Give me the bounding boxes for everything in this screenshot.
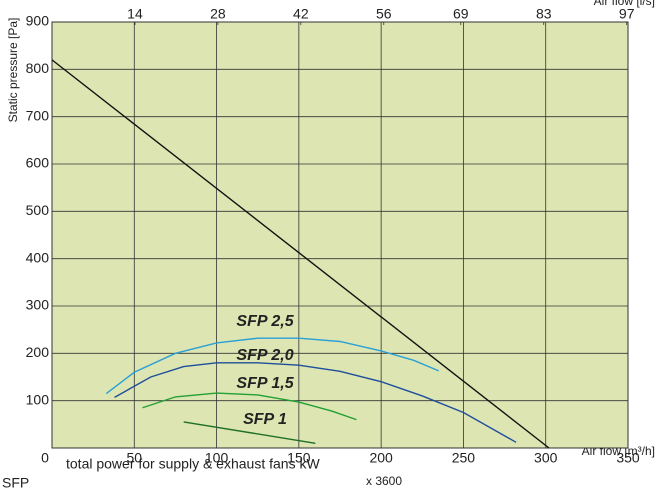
x-tick-label: 0 xyxy=(41,450,49,466)
formula-lhs: SFP xyxy=(2,475,29,488)
x2-tick-label: 83 xyxy=(536,6,552,22)
x-tick-label: 350 xyxy=(616,450,640,466)
x2-tick-label: 56 xyxy=(376,6,392,22)
series-label: SFP 2,5 xyxy=(236,313,294,330)
x-tick-label: 200 xyxy=(369,450,393,466)
line-series xyxy=(105,337,440,395)
x-tick-label: 100 xyxy=(205,450,229,466)
y-tick-label: 100 xyxy=(26,391,50,407)
x2-tick-label: 42 xyxy=(293,6,309,22)
y-tick-label: 400 xyxy=(26,249,50,265)
formula-factor: x 3600 xyxy=(366,474,402,488)
line-series xyxy=(183,421,316,444)
x-tick-label: 50 xyxy=(126,450,142,466)
y-axis-label: Static pressure [Pa] xyxy=(6,18,20,123)
x2-tick-label: 69 xyxy=(453,6,469,22)
x2-tick-label: 28 xyxy=(210,6,226,22)
formula-numerator: total power for supply & exhaust fans kW xyxy=(66,456,320,472)
x2-axis-label: Air flow [l/s] xyxy=(594,0,655,8)
series-label: SFP 2,0 xyxy=(236,347,293,364)
x2-tick-label: 14 xyxy=(127,6,143,22)
y-tick-label: 800 xyxy=(26,60,50,76)
y-tick-label: 600 xyxy=(26,155,50,171)
y-tick-label: 900 xyxy=(26,13,50,29)
y-tick-label: 200 xyxy=(26,344,50,360)
y-tick-label: 300 xyxy=(26,297,50,313)
line-series xyxy=(114,362,517,443)
line-series xyxy=(142,392,357,421)
series-label: SFP 1 xyxy=(243,411,287,428)
x-tick-label: 150 xyxy=(287,450,311,466)
x2-tick-label: 97 xyxy=(619,6,635,22)
line-series xyxy=(51,59,550,449)
x-tick-label: 250 xyxy=(452,450,476,466)
y-tick-label: 700 xyxy=(26,107,50,123)
x-tick-label: 300 xyxy=(534,450,558,466)
y-tick-label: 500 xyxy=(26,202,50,218)
series-label: SFP 1,5 xyxy=(236,375,294,392)
